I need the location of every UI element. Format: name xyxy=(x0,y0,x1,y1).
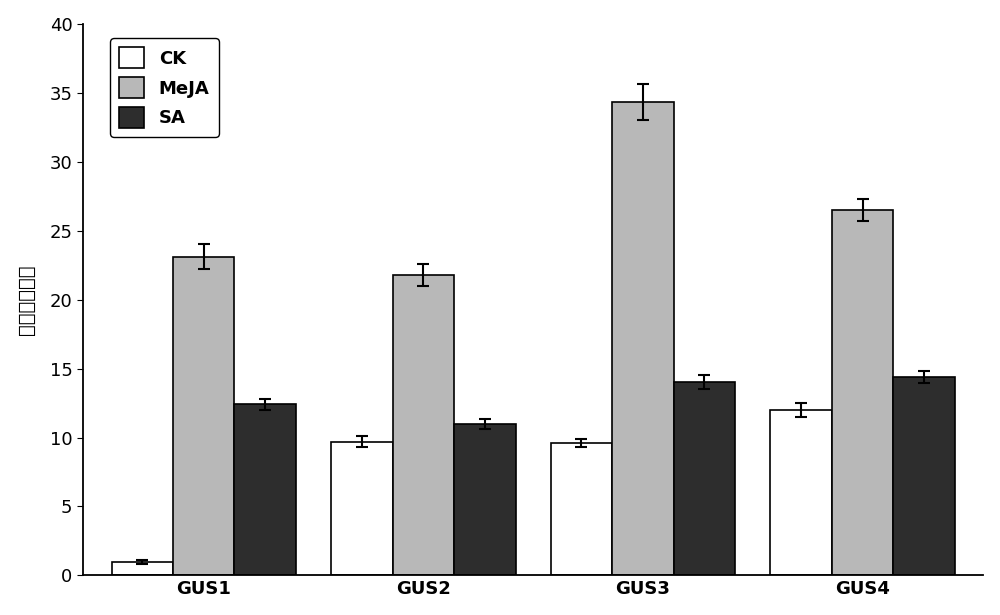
Y-axis label: 相对表达水平: 相对表达水平 xyxy=(17,264,36,335)
Bar xyxy=(454,424,516,576)
Legend: CK, MeJA, SA: CK, MeJA, SA xyxy=(110,38,219,137)
Bar xyxy=(832,210,893,576)
Bar xyxy=(551,443,612,576)
Bar xyxy=(674,383,735,576)
Bar xyxy=(393,275,454,576)
Bar xyxy=(112,561,173,576)
Bar xyxy=(893,377,955,576)
Bar xyxy=(770,410,832,576)
Bar xyxy=(612,102,674,576)
Bar xyxy=(234,405,296,576)
Bar xyxy=(331,442,393,576)
Bar xyxy=(173,257,234,576)
